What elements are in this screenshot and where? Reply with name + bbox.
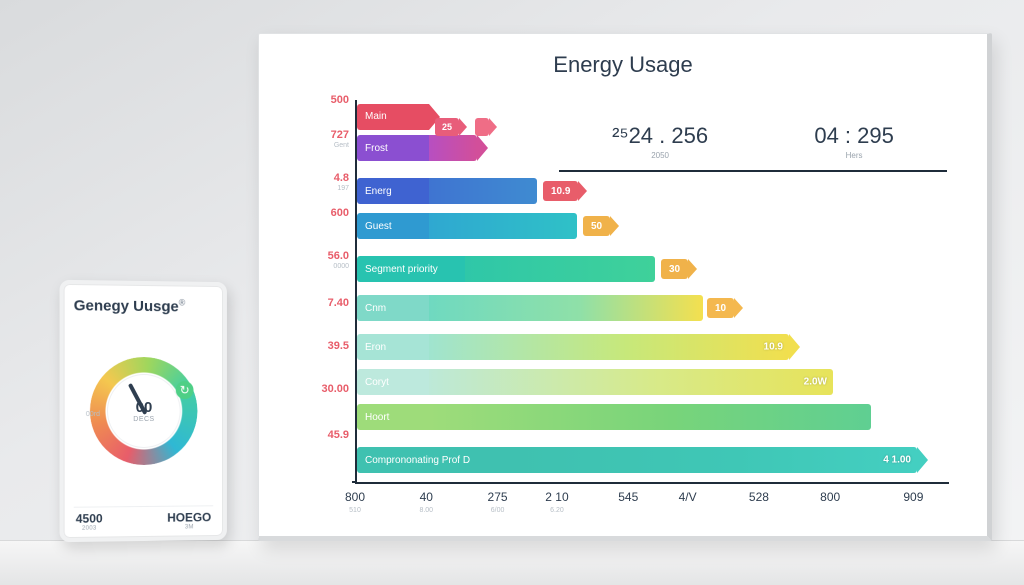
row-label-chip: Coryt	[357, 369, 429, 395]
x-tick: 545	[618, 488, 638, 506]
chart-row: Hoort	[357, 404, 871, 430]
row-label-chip: Frost	[357, 135, 429, 161]
x-tick: 4/V	[679, 488, 697, 506]
y-tick: 45.9	[295, 429, 349, 441]
mini-chip	[475, 118, 489, 136]
bar	[429, 135, 477, 161]
device-stat: 4500 2003	[76, 511, 103, 531]
bar: 10.9	[429, 334, 789, 360]
device-footer: 4500 2003 HOEGO 3M	[74, 505, 213, 532]
bar	[429, 295, 703, 321]
row-label-chip: Hoort	[357, 404, 429, 430]
energy-meter-device: Genegy Uusge® 00 DECS ↻ 00rd 4500 2003 H…	[60, 280, 227, 542]
energy-usage-board: Energy Usage ²⁵24 . 256 2050 04 : 295 He…	[258, 33, 992, 541]
x-tick: 909	[903, 488, 923, 506]
bar: 4 1.00	[517, 447, 917, 473]
chart-row: Main	[357, 104, 429, 130]
mini-chip: 25	[435, 118, 459, 136]
y-tick: 600	[295, 207, 349, 219]
row-label-chip: Main	[357, 104, 429, 130]
shelf-surface	[0, 540, 1024, 585]
y-tick: 7.40	[295, 297, 349, 309]
bar-end-badge: 50	[583, 216, 610, 236]
row-label-chip: Eron	[357, 334, 429, 360]
chart-row: Frost	[357, 135, 477, 161]
refresh-icon[interactable]: ↻	[176, 381, 194, 399]
y-tick: 39.5	[295, 340, 349, 352]
gauge-unit: DECS	[133, 415, 154, 422]
x-tick: 408.00	[419, 488, 433, 514]
x-tick: 800	[820, 488, 840, 506]
row-label-chip: Cnm	[357, 295, 429, 321]
bar	[429, 213, 577, 239]
gauge-tick: 00rd	[86, 410, 100, 417]
row-label-chip: Segment priority	[357, 256, 465, 282]
bar	[465, 256, 655, 282]
y-tick: 56.00000	[295, 250, 349, 270]
bar	[429, 178, 537, 204]
bar: 2.0W	[429, 369, 833, 395]
bar-end-badge: 10	[707, 298, 734, 318]
x-tick: 2756/00	[488, 488, 508, 514]
plot-area: MainFrostEnerg10.9Guest50Segment priorit…	[355, 100, 949, 484]
gauge: 00 DECS ↻ 00rd	[74, 318, 213, 502]
chart-row: Segment priority30	[357, 256, 655, 282]
bar	[429, 404, 871, 430]
bar-value: 2.0W	[804, 377, 827, 388]
chart-row: Eron 10.9	[357, 334, 789, 360]
x-axis: 800510408.002756/002 106.205454/V5288009…	[355, 488, 949, 518]
bar-chart: 500727Gent4.819760056.000007.4039.530.00…	[355, 100, 949, 484]
y-tick: 727Gent	[295, 129, 349, 149]
y-tick: 4.8197	[295, 172, 349, 192]
y-tick: 500	[295, 94, 349, 106]
chart-row: Guest50	[357, 213, 577, 239]
y-tick: 30.00	[295, 383, 349, 395]
bar-end-badge: 10.9	[543, 181, 578, 201]
bar-value: 10.9	[764, 342, 783, 353]
device-title: Genegy Uusge®	[74, 296, 213, 316]
chart-title: Energy Usage	[259, 52, 987, 78]
chart-row: Coryt 2.0W	[357, 369, 833, 395]
y-axis: 500727Gent4.819760056.000007.4039.530.00…	[295, 100, 349, 484]
chart-row: Cnm10	[357, 295, 703, 321]
bar-end-badge: 30	[661, 259, 688, 279]
x-tick: 800510	[345, 488, 365, 514]
chart-row: Comprononating Prof D 4 1.00	[357, 447, 917, 473]
x-tick: 2 106.20	[545, 488, 568, 514]
device-stat: HOEGO 3M	[167, 510, 211, 530]
x-tick: 528	[749, 488, 769, 506]
row-label-chip: Guest	[357, 213, 429, 239]
chart-row: Energ10.9	[357, 178, 537, 204]
row-label-chip: Energ	[357, 178, 429, 204]
bar-value: 4 1.00	[883, 455, 911, 466]
row-label-chip: Comprononating Prof D	[357, 447, 517, 473]
